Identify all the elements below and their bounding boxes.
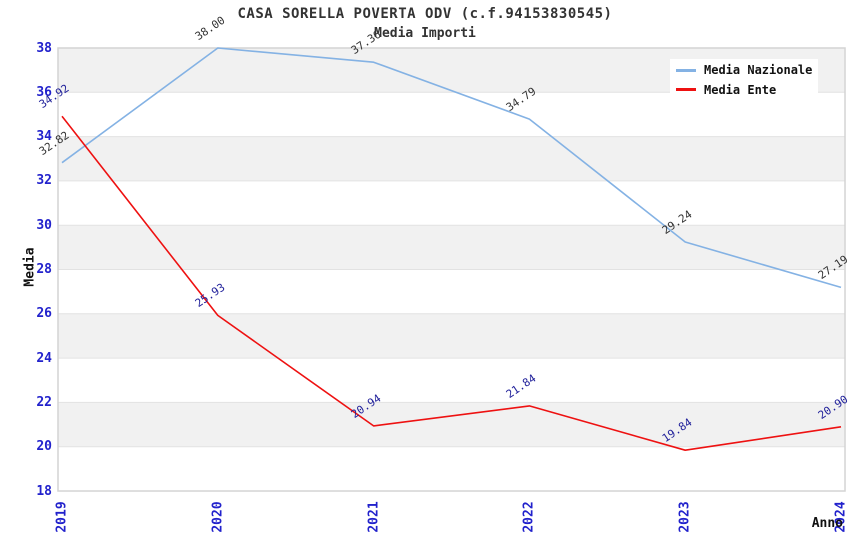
plot-band: [58, 402, 845, 447]
y-tick-label: 26: [36, 306, 52, 322]
plot-band: [58, 446, 845, 491]
y-tick-label: 18: [36, 483, 52, 499]
y-tick-label: 32: [36, 173, 52, 189]
media-nazionale-line-swatch-icon: [676, 68, 696, 72]
y-tick-label: 28: [36, 262, 52, 277]
legend-label-media-nazionale: Media Nazionale: [704, 63, 813, 78]
media-ente-line: [61, 115, 842, 452]
plot-border: [57, 47, 846, 492]
y-tick-label: 36: [36, 84, 52, 100]
y-tick-label: 20: [36, 439, 52, 455]
legend-item-media-ente: Media Ente: [676, 82, 818, 98]
plot-band: [58, 225, 845, 270]
y-tick-label: 24: [36, 350, 52, 366]
plot-band: [58, 180, 845, 226]
media-nazionale-line: [61, 47, 842, 289]
legend-label-media-ente: Media Ente: [704, 82, 777, 97]
x-tick-label: 2021: [366, 501, 382, 533]
x-tick-label: 2019: [54, 501, 70, 533]
y-tick-label: 34: [36, 129, 52, 145]
x-tick-label: 2022: [521, 501, 537, 533]
plot-band: [58, 358, 845, 403]
plot-band: [58, 269, 845, 314]
chart-subtitle: Media Importi: [374, 26, 476, 41]
media-ente-line-swatch-icon: [676, 88, 696, 92]
y-tick-label: 38: [36, 40, 52, 56]
x-tick-label: 2023: [677, 501, 693, 533]
y-axis-title: Media: [22, 247, 38, 287]
legend: Media Nazionale Media Ente: [670, 59, 818, 101]
x-axis-title: Anno: [811, 516, 843, 531]
y-tick-label: 22: [36, 394, 52, 410]
plot-band: [58, 136, 845, 181]
y-tick-label: 30: [36, 217, 52, 233]
legend-item-media-nazionale: Media Nazionale: [676, 62, 818, 78]
chart-title: CASA SORELLA POVERTA ODV (c.f.9415383054…: [237, 6, 613, 22]
plot-band: [58, 313, 845, 359]
x-tick-label: 2020: [210, 501, 226, 533]
